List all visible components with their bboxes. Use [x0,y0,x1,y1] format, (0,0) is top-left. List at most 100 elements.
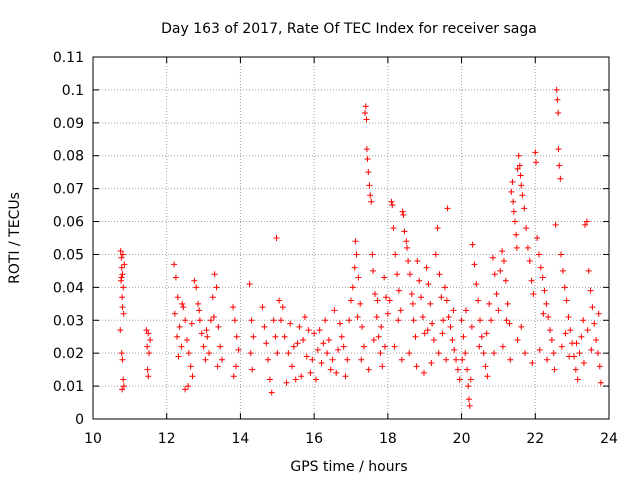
data-point [365,169,372,176]
data-point [312,376,319,383]
data-point [515,152,522,159]
data-point [443,297,450,304]
data-point [233,333,240,340]
data-point [468,323,475,330]
data-point [420,369,427,376]
data-point [362,103,369,110]
data-point [465,383,472,390]
data-point [389,202,396,209]
data-point [510,198,517,205]
data-point [459,356,466,363]
data-point [213,284,220,291]
data-point [320,340,327,347]
data-point [219,356,225,363]
data-point [196,317,203,324]
data-point [294,340,301,347]
data-point [146,350,153,357]
data-point [514,337,521,344]
data-point [305,327,312,334]
data-point [390,225,397,232]
data-point [119,356,126,363]
data-point [526,258,533,265]
y-tick-label: 0.09 [53,116,84,132]
data-point [364,156,371,163]
data-point [572,366,579,373]
data-point [285,350,292,357]
data-point [358,356,365,363]
data-point [412,333,419,340]
data-point [408,290,415,297]
data-point [274,350,281,357]
x-tick-labels: 10 12 14 16 18 20 22 24 [84,431,618,447]
data-point [119,251,126,258]
data-point [464,366,471,373]
x-tick-label: 12 [158,431,176,447]
y-tick-label: 0.05 [53,247,84,263]
data-point [513,244,520,251]
data-point [182,317,189,324]
data-point [503,317,510,324]
data-point [439,330,446,337]
data-point [392,251,399,258]
data-point [118,254,125,261]
data-point [338,333,345,340]
data-point [118,350,125,357]
data-point [423,264,430,271]
data-point [453,356,460,363]
data-point [555,109,562,116]
y-tick-label: 0.07 [53,182,84,198]
data-point [565,313,572,320]
data-point [248,317,255,324]
data-point [366,182,373,189]
data-point [418,294,425,301]
data-point [171,310,178,317]
data-point [351,264,358,271]
x-tick-label: 22 [526,431,544,447]
data-point [348,297,354,304]
data-point [401,228,408,235]
data-point [235,346,242,353]
data-point [292,376,299,383]
plot-border [92,56,610,420]
data-point [185,383,192,390]
data-point [145,373,152,380]
data-point [340,343,347,350]
data-point [507,356,514,363]
data-point [117,248,124,255]
data-point [583,218,590,225]
data-point [554,96,561,103]
data-point [578,333,585,340]
data-point [491,271,498,278]
data-point [528,277,535,284]
data-point [406,271,413,278]
data-point [504,300,511,307]
data-point [281,333,288,340]
data-point [210,313,217,320]
data-point [409,300,416,307]
data-point [512,218,519,225]
data-point [359,323,366,330]
data-point [556,162,563,169]
data-point [174,333,181,340]
data-point [349,284,356,291]
data-point [368,198,375,205]
data-point [587,287,594,294]
data-point [460,333,467,340]
data-point [567,327,574,334]
data-point [506,320,513,327]
x-tick-label: 14 [232,431,250,447]
data-point [333,369,340,376]
data-point [119,304,126,311]
data-point [580,317,587,324]
data-point [145,330,152,337]
data-point [535,251,542,258]
data-point [440,317,447,324]
data-point [557,175,564,182]
data-point [231,317,238,324]
y-tick-label: 0.01 [53,379,84,395]
data-point [120,383,127,390]
data-point [410,317,417,324]
data-point [435,350,442,357]
data-point [397,307,404,314]
data-point [441,284,448,291]
